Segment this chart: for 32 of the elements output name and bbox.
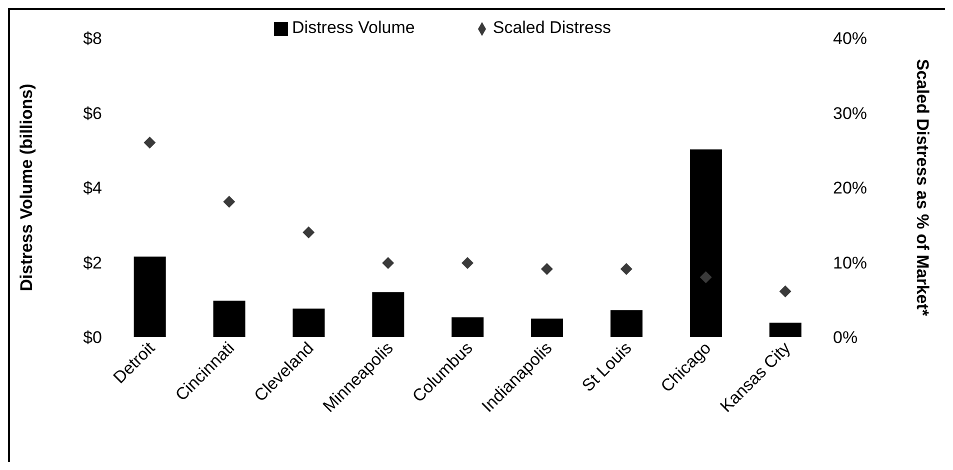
bar xyxy=(531,318,564,337)
point xyxy=(144,136,156,149)
point xyxy=(223,196,236,208)
y2-tick-label: 30% xyxy=(833,104,868,123)
bar xyxy=(213,300,246,337)
bar xyxy=(610,310,642,337)
point xyxy=(700,271,712,284)
legend-label: Distress Volume xyxy=(292,18,415,37)
y-axis-title: Distress Volume (billions) xyxy=(17,84,36,292)
y2-tick-label: 10% xyxy=(833,253,868,272)
bar xyxy=(769,322,802,337)
point xyxy=(620,262,632,275)
point xyxy=(779,285,792,298)
y-tick-label: $8 xyxy=(83,29,102,48)
y2-tick-label: 20% xyxy=(833,178,868,198)
point xyxy=(540,262,553,275)
bar xyxy=(134,256,166,337)
bar xyxy=(372,292,404,337)
bar xyxy=(292,308,325,337)
point xyxy=(302,226,315,238)
y-tick-label: $2 xyxy=(83,253,102,272)
point xyxy=(462,257,474,269)
point xyxy=(382,257,394,269)
y2-tick-label: 0% xyxy=(833,328,858,348)
y-tick-label: $4 xyxy=(83,178,102,198)
y2-axis-title: Scaled Distress as % of Market* xyxy=(912,58,932,316)
bar xyxy=(452,317,484,337)
y-tick-label: $6 xyxy=(83,104,102,123)
y2-tick-label: 40% xyxy=(833,29,868,48)
bar xyxy=(690,149,722,337)
y-tick-label: $0 xyxy=(83,328,102,348)
legend-label: Scaled Distress xyxy=(492,18,611,37)
